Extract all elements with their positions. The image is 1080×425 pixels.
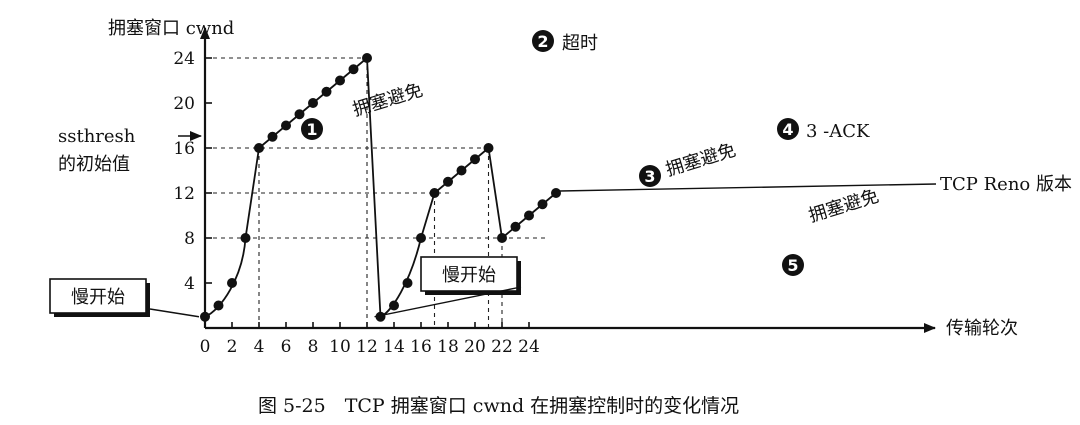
data-point <box>456 165 467 176</box>
marker-badge <box>639 165 661 187</box>
data-point <box>429 188 440 198</box>
data-point <box>240 233 251 243</box>
y-tick-label: 20 <box>173 94 195 114</box>
data-point <box>402 278 413 288</box>
ssthresh-label: ssthresh <box>58 126 136 147</box>
figure-caption: 图 5-25 TCP 拥塞窗口 cwnd 在拥塞控制时的变化情况 <box>258 395 739 417</box>
version-label: TCP Reno 版本 <box>940 174 1072 195</box>
marker-badge <box>777 118 799 140</box>
slow-start-box <box>420 256 518 292</box>
slow-start-leader <box>374 286 522 318</box>
data-point <box>200 311 210 322</box>
x-tick-label: 22 <box>491 337 513 357</box>
data-point <box>551 188 561 198</box>
data-point <box>335 75 345 86</box>
marker-number: 1 <box>306 120 317 139</box>
x-axis-label: 传输轮次 <box>946 318 1018 339</box>
data-point <box>470 154 480 165</box>
x-tick-label: 10 <box>329 337 351 357</box>
data-point <box>294 109 305 120</box>
x-tick-label: 12 <box>356 337 378 357</box>
data-point <box>483 143 494 153</box>
slow-start-label: 慢开始 <box>71 287 125 308</box>
data-point <box>267 131 278 142</box>
x-tick-label: 24 <box>518 337 540 357</box>
x-tick-label: 8 <box>308 337 319 357</box>
phase-label: 拥塞避免 <box>806 186 881 227</box>
data-point <box>537 199 548 210</box>
data-point <box>227 278 237 288</box>
marker-text: 3 -ACK <box>806 121 870 142</box>
y-tick-label: 16 <box>173 139 195 159</box>
slow-start-box <box>49 278 147 314</box>
x-tick-label: 2 <box>227 337 238 357</box>
marker-number: 4 <box>782 120 793 139</box>
data-point <box>281 120 291 131</box>
data-point <box>510 221 521 232</box>
x-tick-label: 16 <box>410 337 432 357</box>
y-tick-label: 12 <box>173 184 195 204</box>
y-tick-label: 4 <box>184 274 195 294</box>
phase-label: 拥塞避免 <box>663 140 738 181</box>
ssthresh-label-line2: 的初始值 <box>58 154 130 175</box>
marker-number: 2 <box>537 32 548 51</box>
data-point <box>416 233 426 243</box>
y-axis-label: 拥塞窗口 cwnd <box>108 18 234 39</box>
x-tick-label: 14 <box>383 337 405 357</box>
phase-label: 拥塞避免 <box>350 80 425 121</box>
y-tick-label: 24 <box>173 49 195 69</box>
x-tick-label: 6 <box>281 337 292 357</box>
data-point <box>254 143 264 153</box>
data-point <box>497 233 507 243</box>
data-point <box>348 64 359 75</box>
data-point <box>321 86 332 97</box>
x-tick-label: 20 <box>464 337 486 357</box>
data-point <box>213 300 224 311</box>
data-point <box>308 98 318 108</box>
slow-start-leader <box>149 308 200 318</box>
marker-text: 超时 <box>562 33 598 54</box>
marker-number: 5 <box>787 256 798 275</box>
marker-badge <box>301 118 323 140</box>
data-point <box>375 311 386 322</box>
data-point <box>389 300 399 311</box>
x-tick-label: 0 <box>200 337 211 357</box>
data-point <box>443 176 453 187</box>
marker-badge <box>532 30 554 52</box>
slow-start-label: 慢开始 <box>442 265 496 286</box>
version-leader <box>559 183 937 192</box>
x-tick-label: 4 <box>254 337 265 357</box>
y-tick-label: 8 <box>184 229 195 249</box>
x-tick-label: 18 <box>437 337 459 357</box>
marker-number: 3 <box>644 167 655 186</box>
marker-badge <box>782 254 804 276</box>
data-point <box>524 210 534 221</box>
data-point <box>362 53 372 63</box>
